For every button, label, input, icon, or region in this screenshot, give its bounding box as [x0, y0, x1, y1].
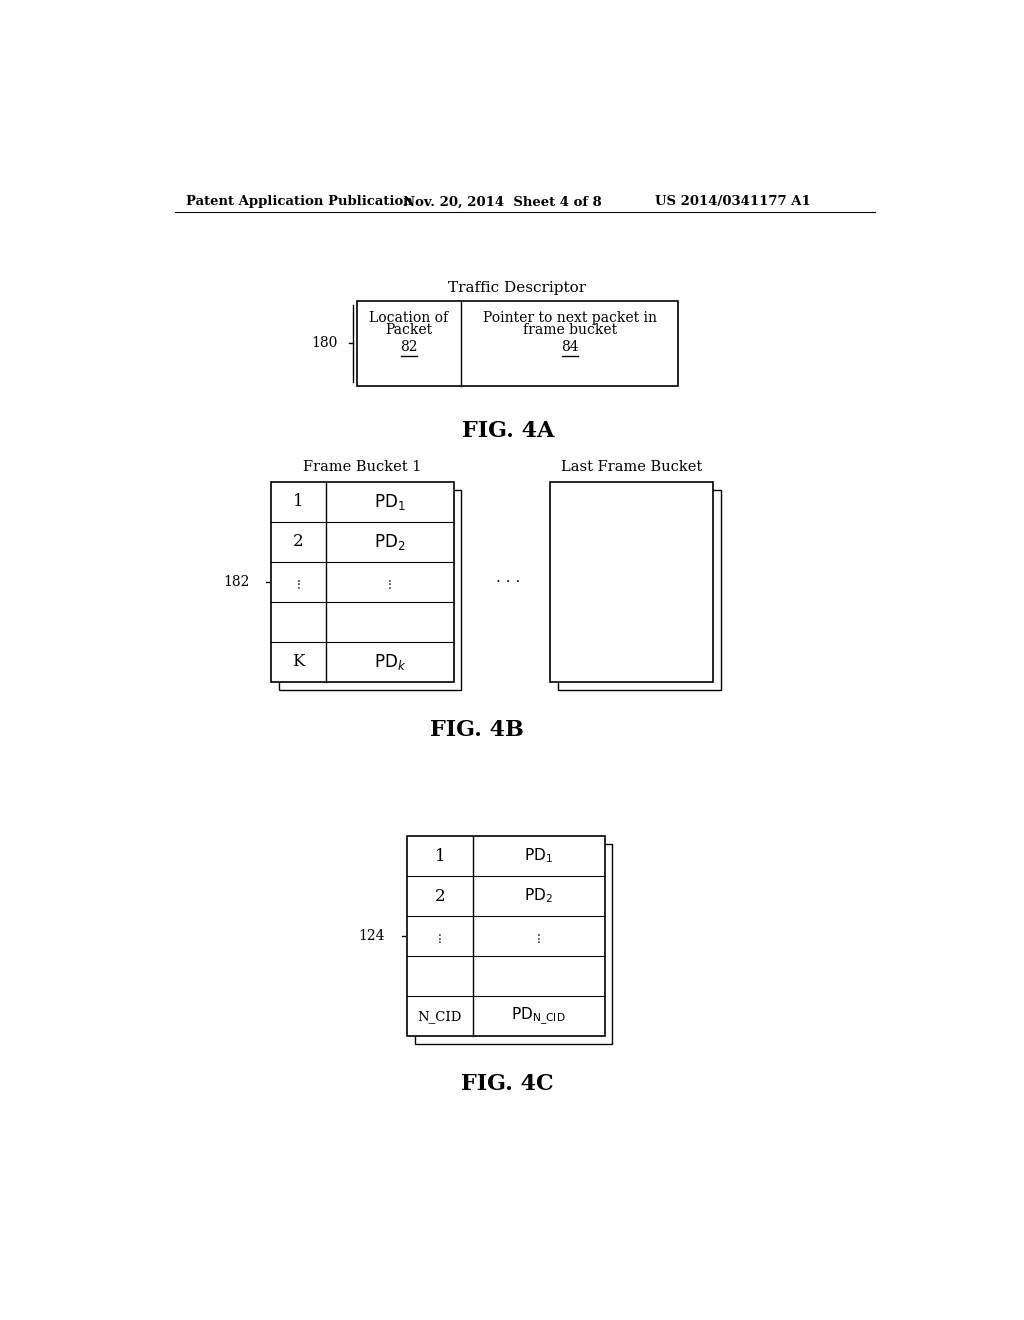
Bar	[280, 490, 461, 689]
Text: 82: 82	[400, 341, 418, 354]
Text: .: .	[388, 579, 391, 593]
Bar	[558, 490, 721, 689]
Text: Frame Bucket 1: Frame Bucket 1	[303, 461, 422, 474]
Text: $\mathrm{PD}_{\mathrm{N\_CID}}$: $\mathrm{PD}_{\mathrm{N\_CID}}$	[512, 1006, 566, 1027]
Bar	[271, 482, 454, 682]
Text: 2: 2	[293, 533, 304, 550]
Text: 182: 182	[223, 576, 250, 589]
Text: 1: 1	[434, 847, 445, 865]
Text: .: .	[537, 925, 541, 939]
Text: US 2014/0341177 A1: US 2014/0341177 A1	[655, 195, 811, 209]
Text: .: .	[438, 929, 442, 942]
Text: Patent Application Publication: Patent Application Publication	[186, 195, 413, 209]
Text: $\mathrm{PD}_2$: $\mathrm{PD}_2$	[524, 887, 553, 906]
Text: FIG. 4A: FIG. 4A	[462, 420, 554, 442]
Text: FIG. 4B: FIG. 4B	[430, 719, 523, 741]
Text: 124: 124	[358, 929, 385, 942]
Text: .: .	[388, 572, 391, 585]
Text: .: .	[537, 929, 541, 942]
Text: frame bucket: frame bucket	[522, 323, 616, 337]
Text: Nov. 20, 2014  Sheet 4 of 8: Nov. 20, 2014 Sheet 4 of 8	[403, 195, 602, 209]
Text: .: .	[438, 925, 442, 939]
Text: .: .	[388, 576, 391, 589]
Text: 2: 2	[434, 887, 445, 904]
Text: .: .	[297, 572, 300, 585]
Text: .: .	[297, 579, 300, 593]
Text: Pointer to next packet in: Pointer to next packet in	[482, 310, 656, 325]
Bar	[407, 836, 604, 1036]
Text: .: .	[537, 933, 541, 946]
Text: 180: 180	[311, 337, 337, 350]
Text: · · ·: · · ·	[496, 576, 520, 589]
Text: $\mathrm{PD}_k$: $\mathrm{PD}_k$	[374, 652, 406, 672]
Text: Packet: Packet	[385, 323, 432, 337]
Bar	[356, 301, 678, 385]
Text: FIG. 4C: FIG. 4C	[462, 1073, 554, 1096]
Bar	[415, 843, 612, 1044]
Text: Last Frame Bucket: Last Frame Bucket	[561, 461, 702, 474]
Text: Location of: Location of	[370, 310, 449, 325]
Text: 1: 1	[293, 494, 304, 511]
Text: .: .	[297, 576, 300, 589]
Text: 84: 84	[561, 341, 579, 354]
Text: N_CID: N_CID	[418, 1010, 462, 1023]
Text: Traffic Descriptor: Traffic Descriptor	[449, 281, 587, 294]
Text: K: K	[292, 653, 305, 671]
Text: $\mathrm{PD}_1$: $\mathrm{PD}_1$	[524, 846, 553, 866]
Text: $\mathrm{PD}_1$: $\mathrm{PD}_1$	[374, 492, 406, 512]
Bar	[550, 482, 713, 682]
Text: $\mathrm{PD}_2$: $\mathrm{PD}_2$	[374, 532, 406, 552]
Text: .: .	[438, 933, 442, 946]
